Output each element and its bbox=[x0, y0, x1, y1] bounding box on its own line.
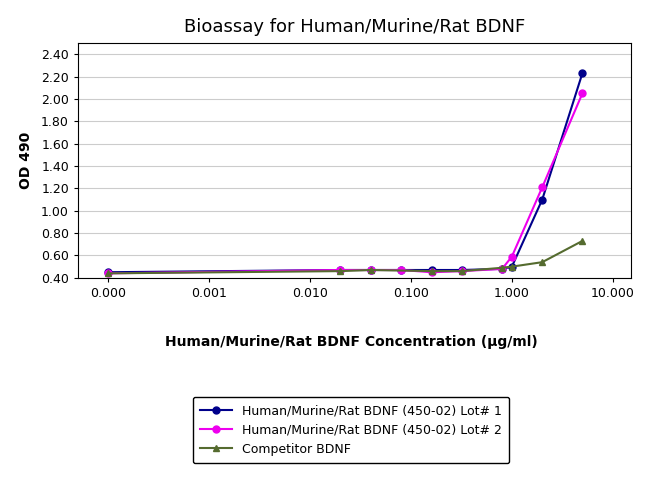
Human/Murine/Rat BDNF (450-02) Lot# 2 bbox=[578, 91, 586, 96]
Human/Murine/Rat BDNF (450-02) Lot# 1 bbox=[458, 267, 466, 273]
Line: Human/Murine/Rat BDNF (450-02) Lot# 2: Human/Murine/Rat BDNF (450-02) Lot# 2 bbox=[105, 90, 586, 277]
Human/Murine/Rat BDNF (450-02) Lot# 2 bbox=[105, 271, 112, 276]
Human/Murine/Rat BDNF (450-02) Lot# 1 bbox=[397, 267, 405, 273]
Human/Murine/Rat BDNF (450-02) Lot# 1 bbox=[538, 197, 546, 203]
Human/Murine/Rat BDNF (450-02) Lot# 2 bbox=[498, 266, 506, 272]
Y-axis label: OD 490: OD 490 bbox=[19, 132, 32, 189]
Human/Murine/Rat BDNF (450-02) Lot# 1 bbox=[498, 266, 506, 272]
Competitor BDNF bbox=[105, 271, 112, 276]
Human/Murine/Rat BDNF (450-02) Lot# 2 bbox=[337, 267, 344, 273]
Competitor BDNF bbox=[538, 259, 546, 265]
Human/Murine/Rat BDNF (450-02) Lot# 2 bbox=[508, 254, 515, 260]
Competitor BDNF bbox=[337, 268, 344, 274]
Human/Murine/Rat BDNF (450-02) Lot# 1 bbox=[508, 264, 515, 270]
Human/Murine/Rat BDNF (450-02) Lot# 1 bbox=[428, 267, 436, 273]
Human/Murine/Rat BDNF (450-02) Lot# 1 bbox=[337, 267, 344, 273]
Competitor BDNF bbox=[458, 268, 466, 274]
Title: Bioassay for Human/Murine/Rat BDNF: Bioassay for Human/Murine/Rat BDNF bbox=[183, 18, 525, 36]
Legend: Human/Murine/Rat BDNF (450-02) Lot# 1, Human/Murine/Rat BDNF (450-02) Lot# 2, Co: Human/Murine/Rat BDNF (450-02) Lot# 1, H… bbox=[193, 397, 509, 463]
Competitor BDNF bbox=[498, 265, 506, 271]
Competitor BDNF bbox=[367, 267, 375, 273]
Human/Murine/Rat BDNF (450-02) Lot# 2 bbox=[397, 267, 405, 273]
Human/Murine/Rat BDNF (450-02) Lot# 1 bbox=[578, 70, 586, 76]
Competitor BDNF bbox=[428, 268, 436, 274]
Human/Murine/Rat BDNF (450-02) Lot# 1 bbox=[367, 267, 375, 273]
Human/Murine/Rat BDNF (450-02) Lot# 2 bbox=[367, 267, 375, 273]
Human/Murine/Rat BDNF (450-02) Lot# 1 bbox=[105, 269, 112, 275]
Competitor BDNF bbox=[578, 238, 586, 244]
Human/Murine/Rat BDNF (450-02) Lot# 2 bbox=[538, 184, 546, 190]
Line: Competitor BDNF: Competitor BDNF bbox=[105, 238, 586, 277]
Human/Murine/Rat BDNF (450-02) Lot# 2 bbox=[428, 269, 436, 275]
Competitor BDNF bbox=[508, 264, 515, 270]
Text: Human/Murine/Rat BDNF Concentration (μg/ml): Human/Murine/Rat BDNF Concentration (μg/… bbox=[164, 335, 538, 349]
Human/Murine/Rat BDNF (450-02) Lot# 2 bbox=[458, 268, 466, 274]
Line: Human/Murine/Rat BDNF (450-02) Lot# 1: Human/Murine/Rat BDNF (450-02) Lot# 1 bbox=[105, 70, 586, 276]
